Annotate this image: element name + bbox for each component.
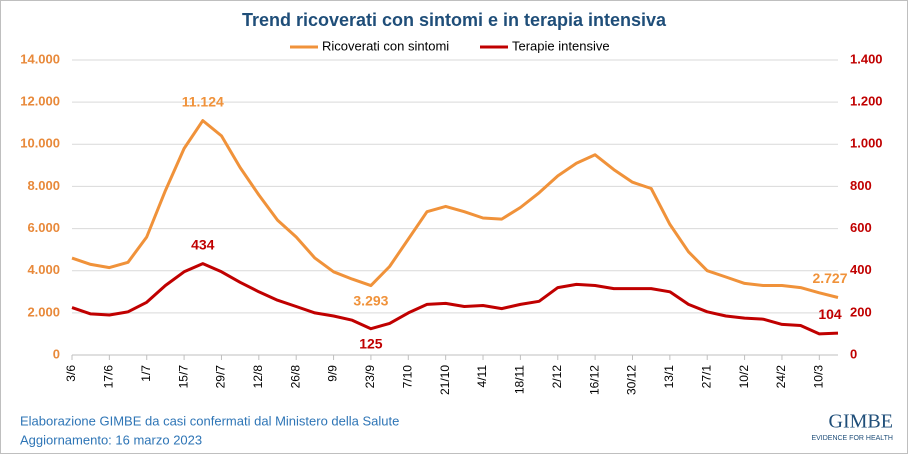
x-tick-label: 2/12 — [550, 365, 564, 389]
y2-tick-label: 600 — [850, 220, 872, 235]
y-tick-label: 10.000 — [20, 136, 60, 151]
x-tick-label: 24/2 — [774, 365, 788, 389]
y-tick-label: 0 — [53, 346, 60, 361]
x-tick-label: 1/7 — [139, 365, 153, 382]
y2-tick-label: 1.200 — [850, 94, 883, 109]
x-tick-label: 26/8 — [288, 365, 302, 389]
updated: Aggiornamento: 16 marzo 2023 — [20, 432, 202, 447]
y-tick-label: 14.000 — [20, 51, 60, 66]
x-tick-label: 9/9 — [326, 365, 340, 382]
chart-title: Trend ricoverati con sintomi e in terapi… — [242, 10, 667, 30]
y2-tick-label: 400 — [850, 262, 872, 277]
x-tick-label: 27/1 — [699, 365, 713, 389]
data-label: 104 — [818, 306, 842, 322]
legend-label: Ricoverati con sintomi — [322, 38, 449, 53]
x-tick-label: 10/2 — [737, 365, 751, 389]
x-tick-label: 13/1 — [662, 365, 676, 389]
x-tick-label: 4/11 — [475, 365, 489, 388]
y2-tick-label: 800 — [850, 178, 872, 193]
x-tick-label: 16/12 — [587, 365, 601, 395]
legend-label: Terapie intensive — [512, 38, 610, 53]
data-label: 2.727 — [812, 270, 847, 286]
y2-tick-label: 1.400 — [850, 51, 883, 66]
y-tick-label: 4.000 — [27, 262, 60, 277]
x-tick-label: 21/10 — [438, 365, 452, 395]
x-tick-label: 12/8 — [251, 365, 265, 389]
data-label: 3.293 — [353, 292, 388, 308]
y2-tick-label: 0 — [850, 346, 857, 361]
x-tick-label: 23/9 — [363, 365, 377, 389]
y-tick-label: 8.000 — [27, 178, 60, 193]
x-tick-label: 15/7 — [176, 365, 190, 389]
y2-tick-label: 200 — [850, 304, 872, 319]
x-tick-label: 10/3 — [811, 365, 825, 389]
series-line — [71, 119, 839, 299]
y-tick-label: 6.000 — [27, 220, 60, 235]
series-line — [71, 262, 839, 336]
x-tick-label: 3/6 — [64, 365, 78, 382]
x-tick-label: 17/6 — [102, 365, 116, 389]
x-tick-label: 18/11 — [513, 365, 527, 394]
data-label: 11.124 — [182, 93, 224, 109]
data-label: 125 — [359, 335, 383, 351]
y-tick-label: 12.000 — [20, 94, 60, 109]
source: Elaborazione GIMBE da casi confermati da… — [20, 413, 399, 428]
x-tick-label: 30/12 — [625, 365, 639, 395]
y-tick-label: 2.000 — [27, 304, 60, 319]
y2-tick-label: 1.000 — [850, 136, 883, 151]
logo-tagline: EVIDENCE FOR HEALTH — [811, 435, 893, 442]
logo: GIMBE — [829, 411, 893, 433]
x-tick-label: 29/7 — [214, 365, 228, 389]
x-tick-label: 7/10 — [400, 365, 414, 389]
data-label: 434 — [191, 236, 215, 252]
